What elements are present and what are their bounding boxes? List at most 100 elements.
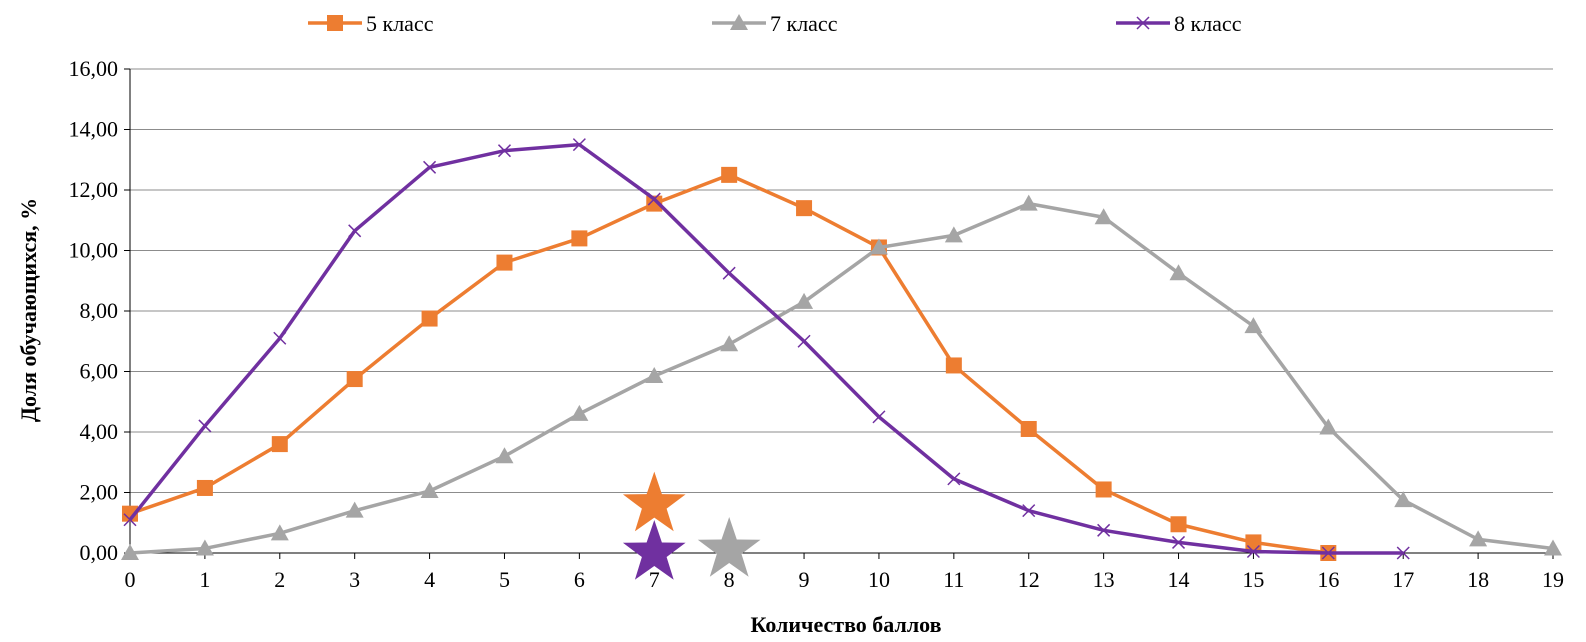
data-point [570,404,589,421]
legend-label: 5 класс [366,11,434,36]
data-point [1019,194,1038,211]
data-point [722,266,736,280]
axes [124,68,1554,559]
data-point [1396,546,1410,560]
x-tick-label: 19 [1542,567,1564,592]
y-tick-label: 10,00 [69,238,119,263]
data-point [123,513,137,527]
data-point [1469,530,1488,547]
legend-marker [327,15,343,31]
data-point [497,144,512,158]
series-2 [121,194,1562,560]
data-point [947,472,961,486]
legend-marker [1136,16,1150,30]
series-3 [123,138,1410,560]
data-point [721,166,738,183]
data-point [645,367,664,384]
x-tick-label: 4 [424,567,435,592]
x-tick-labels: 0 1 2 3 4 5 6 7 8 9 10 11 12 13 14 15 16 17 18 19 [125,567,1565,592]
star-marker [697,517,761,577]
gridlines [130,68,1553,493]
data-point [1394,491,1413,508]
x-tick-label: 14 [1168,567,1190,592]
legend: 5 класс 7 класс 8 класс [308,11,1242,36]
data-point [122,505,138,522]
data-point [345,501,364,518]
data-point [273,331,287,345]
data-point [495,447,514,464]
y-tick-label: 0,00 [80,540,119,565]
x-tick-label: 15 [1242,567,1264,592]
x-tick-label: 17 [1392,567,1414,592]
data-point [1321,546,1335,560]
x-tick-label: 9 [799,567,810,592]
series-line [129,173,1329,555]
x-tick-label: 6 [574,567,585,592]
x-tick-label: 16 [1317,567,1339,592]
data-point [1020,420,1037,437]
data-point [571,230,588,247]
data-point [872,410,886,424]
data-point [572,138,586,152]
data-point [646,195,663,212]
x-tick-label: 7 [649,567,660,592]
legend-label: 8 класс [1174,11,1242,36]
y-tick-label: 2,00 [80,480,119,505]
data-point [420,481,439,498]
data-point [196,479,213,496]
data-point [1244,317,1263,334]
data-point [1170,516,1187,533]
data-point [121,544,139,560]
legend-label: 7 класс [770,11,838,36]
x-tick-label: 2 [274,567,285,592]
data-point [271,436,288,453]
data-point [796,200,813,217]
data-point [1022,504,1036,518]
y-axis-title: Доля обучающихся, % [16,198,41,422]
y-tick-label: 14,00 [69,117,119,142]
data-point [496,254,513,271]
y-tick-labels: 0,00 2,00 4,00 6,00 8,00 10,00 12,00 14,00 16,00 [69,56,119,565]
y-tick-label: 8,00 [80,298,119,323]
series-line [128,142,1404,555]
series-group [121,138,1562,561]
data-point [795,292,814,309]
data-point [1094,208,1113,225]
data-point [1169,264,1188,281]
data-point [421,310,438,327]
x-tick-label: 0 [125,567,136,592]
star-marker [622,471,686,532]
x-tick-label: 18 [1467,567,1489,592]
series-1 [122,166,1337,561]
y-tick-label: 6,00 [80,359,119,384]
data-point [1095,481,1112,498]
data-point [1246,544,1260,559]
data-point [198,419,212,433]
x-tick-label: 5 [499,567,510,592]
data-point [1097,523,1111,537]
x-tick-label: 12 [1018,567,1040,592]
x-tick-label: 13 [1093,567,1115,592]
data-point [797,334,811,348]
data-point [423,160,437,174]
series-line [129,201,1554,555]
x-tick-label: 11 [943,567,964,592]
data-point [1544,539,1562,556]
data-point [1319,418,1338,435]
data-point [1171,535,1186,549]
x-tick-label: 10 [868,567,890,592]
data-point [869,238,888,255]
data-point [195,539,214,556]
data-point [348,224,362,238]
x-tick-label: 1 [199,567,210,592]
star-marker [622,520,686,580]
y-tick-label: 4,00 [80,419,119,444]
y-tick-label: 16,00 [69,56,119,81]
x-axis-title: Количество баллов [750,612,941,637]
data-point [945,357,962,374]
data-point [944,226,963,243]
data-point [346,371,363,388]
data-point [270,524,289,541]
data-point [1245,534,1262,551]
